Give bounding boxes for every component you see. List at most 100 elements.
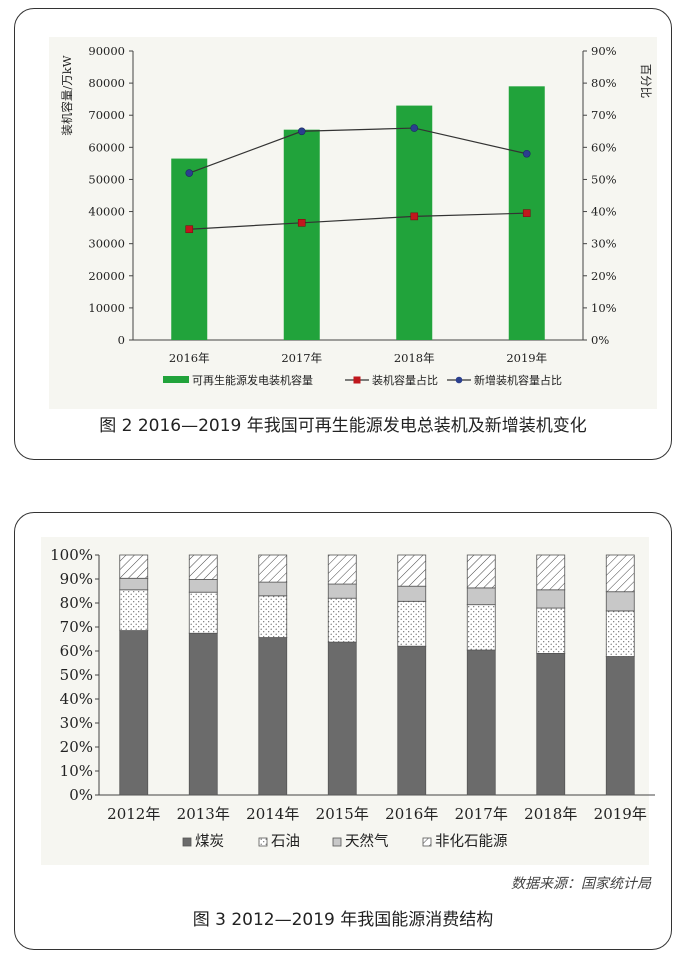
bar-segment-非化石能源 xyxy=(397,554,427,587)
y-tick-label: 10% xyxy=(60,762,93,780)
figure-3-caption: 图 3 2012—2019 年我国能源消费结构 xyxy=(192,910,494,930)
bar-segment-煤炭 xyxy=(605,656,635,796)
y-tick-label: 40000 xyxy=(88,205,125,219)
x-tick-label: 2017年 xyxy=(281,351,322,365)
y-right-tick-label: 60% xyxy=(591,140,617,154)
bar-segment-非化石能源 xyxy=(188,554,218,580)
line-capacity-share xyxy=(189,212,527,230)
figure-2-panel: 0 10000 20000 30000 40000 50000 60000 70000 8000… xyxy=(14,8,672,460)
figure-3-panel: 0% 10% 20% 30% 40% 50% 60% 70% 80% 90% 100% 2012年 20… xyxy=(14,512,672,950)
y-right-tick-label: 20% xyxy=(591,269,617,283)
legend-swatch-石油 xyxy=(258,837,268,847)
bar-segment-石油 xyxy=(258,595,288,638)
y-tick-label: 30000 xyxy=(88,237,125,251)
legend-swatch-非化石能源 xyxy=(422,837,432,847)
x-tick-label: 2012年 xyxy=(107,805,160,823)
legend-swatch-煤炭 xyxy=(182,837,192,847)
point-new-capacity-share xyxy=(185,169,194,177)
y-tick-label: 70000 xyxy=(88,108,125,122)
energy-consumption-structure-chart: 0% 10% 20% 30% 40% 50% 60% 70% 80% 90% 100% 2012年 20… xyxy=(50,546,655,850)
bar-segment-非化石能源 xyxy=(605,554,635,593)
bar-segment-煤炭 xyxy=(327,641,357,796)
figure-2-caption: 图 2 2016—2019 年我国可再生能源发电总装机及新增装机变化 xyxy=(99,416,587,436)
bar-segment-天然气 xyxy=(397,585,427,602)
point-capacity-share xyxy=(185,225,194,234)
x-tick-label: 2015年 xyxy=(316,805,369,823)
y-tick-label: 60000 xyxy=(88,140,125,154)
point-new-capacity-share xyxy=(297,127,306,136)
legend-marker-capacity-share xyxy=(353,376,361,384)
y-tick-label: 20000 xyxy=(88,269,125,283)
bar-renewable-capacity xyxy=(171,158,208,340)
y-tick-label: 70% xyxy=(60,618,93,636)
legend-label-石油: 石油 xyxy=(271,833,300,850)
data-source-note: 数据来源：国家统计局 xyxy=(511,876,651,892)
y-right-tick-label: 30% xyxy=(591,237,617,251)
y-right-tick-label: 40% xyxy=(591,205,617,219)
y-right-tick-label: 70% xyxy=(591,108,617,122)
y-tick-label: 20% xyxy=(60,738,93,756)
bar-segment-煤炭 xyxy=(397,645,427,796)
y-tick-label: 40% xyxy=(60,690,93,708)
x-tick-label: 2016年 xyxy=(169,351,210,365)
bar-segment-煤炭 xyxy=(466,649,496,796)
bar-segment-天然气 xyxy=(605,591,635,612)
y-tick-label: 0 xyxy=(118,333,125,347)
y-right-tick-label: 10% xyxy=(591,301,617,315)
x-tick-label: 2018年 xyxy=(524,805,577,823)
point-new-capacity-share xyxy=(410,124,419,132)
x-tick-label: 2018年 xyxy=(394,351,435,365)
legend-label-renewable-capacity: 可再生能源发电装机容量 xyxy=(192,373,313,387)
y-tick-label: 60% xyxy=(60,642,93,660)
legend-label-非化石能源: 非化石能源 xyxy=(435,833,508,850)
bar-segment-煤炭 xyxy=(188,632,218,796)
y-right-axis-label: 百分比 xyxy=(639,64,653,99)
y-axis-label: 装机容量/万kW xyxy=(60,55,74,135)
point-capacity-share xyxy=(410,212,419,221)
legend-label-天然气: 天然气 xyxy=(345,833,389,850)
renewable-capacity-chart: 0 10000 20000 30000 40000 50000 60000 70000 8000… xyxy=(60,44,653,387)
x-tick-label: 2019年 xyxy=(506,351,547,365)
line-new-capacity-share xyxy=(189,127,527,174)
legend-marker-new-capacity-share xyxy=(455,376,463,384)
bar-segment-非化石能源 xyxy=(327,554,357,585)
bar-segment-非化石能源 xyxy=(119,554,149,579)
y-tick-label: 90% xyxy=(60,570,93,588)
bar-segment-天然气 xyxy=(258,581,288,597)
bar-segment-石油 xyxy=(536,607,566,654)
y-tick-label: 0% xyxy=(69,786,93,804)
legend-swatch-renewable-capacity xyxy=(163,376,189,383)
legend-label-capacity-share: 装机容量占比 xyxy=(372,373,438,387)
x-tick-label: 2019年 xyxy=(594,805,647,823)
y-tick-label: 100% xyxy=(50,546,93,564)
bar-segment-天然气 xyxy=(188,579,218,593)
bar-segment-煤炭 xyxy=(258,637,288,796)
bar-segment-煤炭 xyxy=(536,652,566,796)
y-tick-label: 80% xyxy=(60,594,93,612)
y-tick-label: 80000 xyxy=(88,76,125,90)
bar-segment-非化石能源 xyxy=(466,554,496,589)
x-tick-label: 2013年 xyxy=(177,805,230,823)
bar-segment-天然气 xyxy=(536,589,566,609)
bar-segment-石油 xyxy=(188,591,218,634)
bar-segment-石油 xyxy=(327,597,357,643)
y-right-tick-label: 0% xyxy=(591,333,609,347)
y-tick-label: 50% xyxy=(60,666,93,684)
bar-segment-石油 xyxy=(605,610,635,657)
point-capacity-share xyxy=(297,218,306,227)
legend-label-煤炭: 煤炭 xyxy=(195,833,224,850)
bar-segment-石油 xyxy=(119,589,149,632)
bar-segment-石油 xyxy=(397,600,427,647)
bar-renewable-capacity xyxy=(396,105,433,340)
bar-segment-煤炭 xyxy=(119,630,149,796)
x-tick-label: 2017年 xyxy=(455,805,508,823)
legend-label-new-capacity-share: 新增装机容量占比 xyxy=(474,373,562,387)
bar-segment-非化石能源 xyxy=(258,554,288,583)
y-tick-label: 50000 xyxy=(88,172,125,186)
bar-segment-天然气 xyxy=(327,583,357,599)
x-tick-label: 2014年 xyxy=(246,805,299,823)
y-tick-label: 30% xyxy=(60,714,93,732)
y-tick-label: 90000 xyxy=(88,44,125,58)
x-tick-label: 2016年 xyxy=(385,805,438,823)
y-right-tick-label: 50% xyxy=(591,172,617,186)
